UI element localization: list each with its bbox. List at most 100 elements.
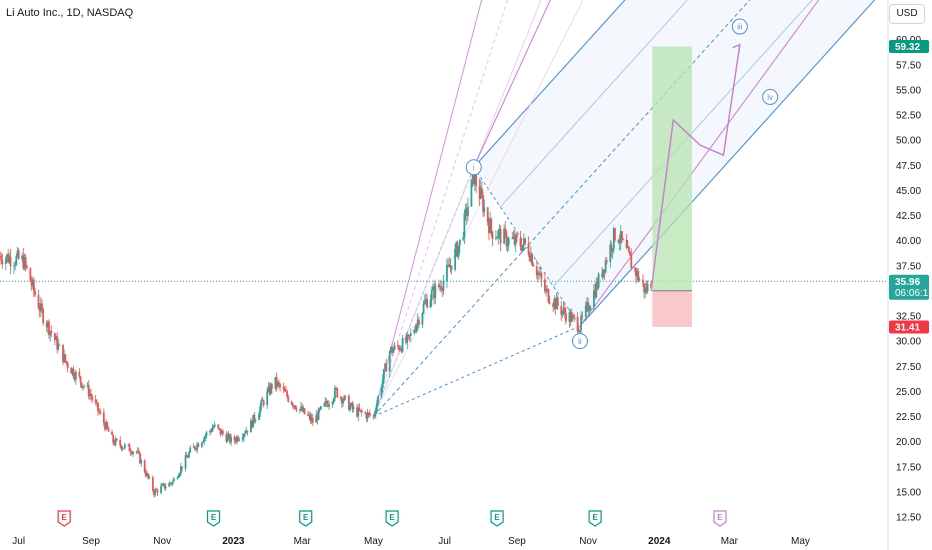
candle-body [309, 415, 312, 421]
candle-body [129, 451, 132, 453]
candle-body [422, 303, 425, 313]
price-axis[interactable]: 60.0057.5055.0052.5050.0047.5045.0042.50… [887, 0, 932, 550]
candle [169, 482, 172, 486]
candle [610, 241, 613, 258]
candle [537, 270, 539, 283]
candle-body [597, 273, 600, 288]
candle-body [481, 188, 483, 196]
candle [553, 295, 556, 311]
candle [481, 181, 483, 198]
candle [196, 441, 199, 454]
candle-body [637, 271, 640, 281]
candle-body [186, 457, 189, 458]
projected-wave-path[interactable] [650, 43, 741, 291]
candle-body [79, 376, 82, 383]
candle [449, 258, 452, 273]
candle [275, 372, 278, 392]
candle [140, 458, 143, 468]
candle [576, 311, 579, 337]
candle-body [524, 238, 527, 244]
candle [317, 407, 320, 421]
candle [478, 178, 481, 206]
stop-zone [652, 290, 692, 327]
candle [189, 445, 192, 454]
candle-body [107, 427, 110, 432]
candle-body [197, 443, 200, 447]
candle-body [553, 298, 556, 307]
candle [195, 447, 197, 452]
candle [645, 280, 648, 295]
candle-body [128, 444, 131, 452]
time-axis[interactable]: Jul Sep Nov 2023 Mar May Jul Sep Nov 2024 Mar May [12, 536, 810, 547]
candle-body [358, 407, 361, 411]
candle [249, 417, 252, 433]
candle [233, 435, 236, 444]
candle [356, 403, 358, 418]
candle-body [456, 242, 459, 257]
candle [429, 294, 432, 309]
candle-body [72, 368, 75, 377]
candle [594, 284, 597, 300]
candle [57, 339, 60, 351]
candle [21, 252, 24, 262]
candle-body [604, 260, 607, 273]
candle [357, 404, 360, 422]
candle-body [581, 315, 584, 317]
candle [482, 190, 484, 218]
candle [178, 472, 181, 478]
candle [365, 412, 368, 422]
candle-body [528, 254, 531, 261]
earnings-marker-6: E [713, 510, 727, 527]
candle-body [626, 246, 629, 249]
candle-body [621, 231, 623, 240]
candle [144, 469, 147, 479]
candle-body [471, 171, 474, 180]
candle [597, 272, 600, 290]
candle-body [538, 272, 541, 275]
candle-body [589, 306, 592, 310]
price-tick-label: 32.50 [896, 312, 921, 323]
candle-body [1, 260, 4, 265]
candle-body [172, 478, 175, 482]
candle [146, 470, 148, 477]
candle-body [465, 208, 468, 217]
candle-body [56, 336, 59, 350]
candle [405, 333, 407, 345]
wave-label-text: iv [767, 93, 773, 102]
candle [407, 333, 410, 340]
currency-button[interactable]: USD [889, 4, 925, 24]
candle-body [540, 273, 543, 280]
candle-body [143, 460, 146, 473]
candle-body [121, 448, 124, 450]
symbol-title: Li Auto Inc., 1D, NASDAQ [6, 7, 134, 19]
candle-body [390, 346, 392, 352]
candle [24, 253, 27, 272]
price-tick-label: 30.00 [896, 337, 921, 348]
candle [73, 372, 76, 383]
candle-body [449, 265, 452, 268]
candle-body [66, 362, 69, 368]
candle-body [251, 420, 253, 428]
candle-body [625, 239, 628, 249]
candle-body [58, 344, 61, 346]
candle-body [491, 231, 494, 240]
candle [50, 325, 53, 337]
candle [462, 231, 465, 242]
price-tick-label: 57.50 [896, 60, 921, 71]
candle [245, 426, 248, 434]
candle-body [298, 409, 301, 411]
candle [251, 419, 253, 429]
long-position-tool[interactable] [652, 46, 692, 327]
candle [171, 480, 174, 487]
candle-body [344, 395, 347, 397]
candle [413, 326, 416, 335]
candle-body [91, 396, 94, 400]
time-tick-label: Jul [12, 536, 25, 547]
candle-body [560, 305, 563, 315]
candle [38, 303, 41, 318]
candle [441, 287, 444, 298]
candle [213, 421, 216, 428]
